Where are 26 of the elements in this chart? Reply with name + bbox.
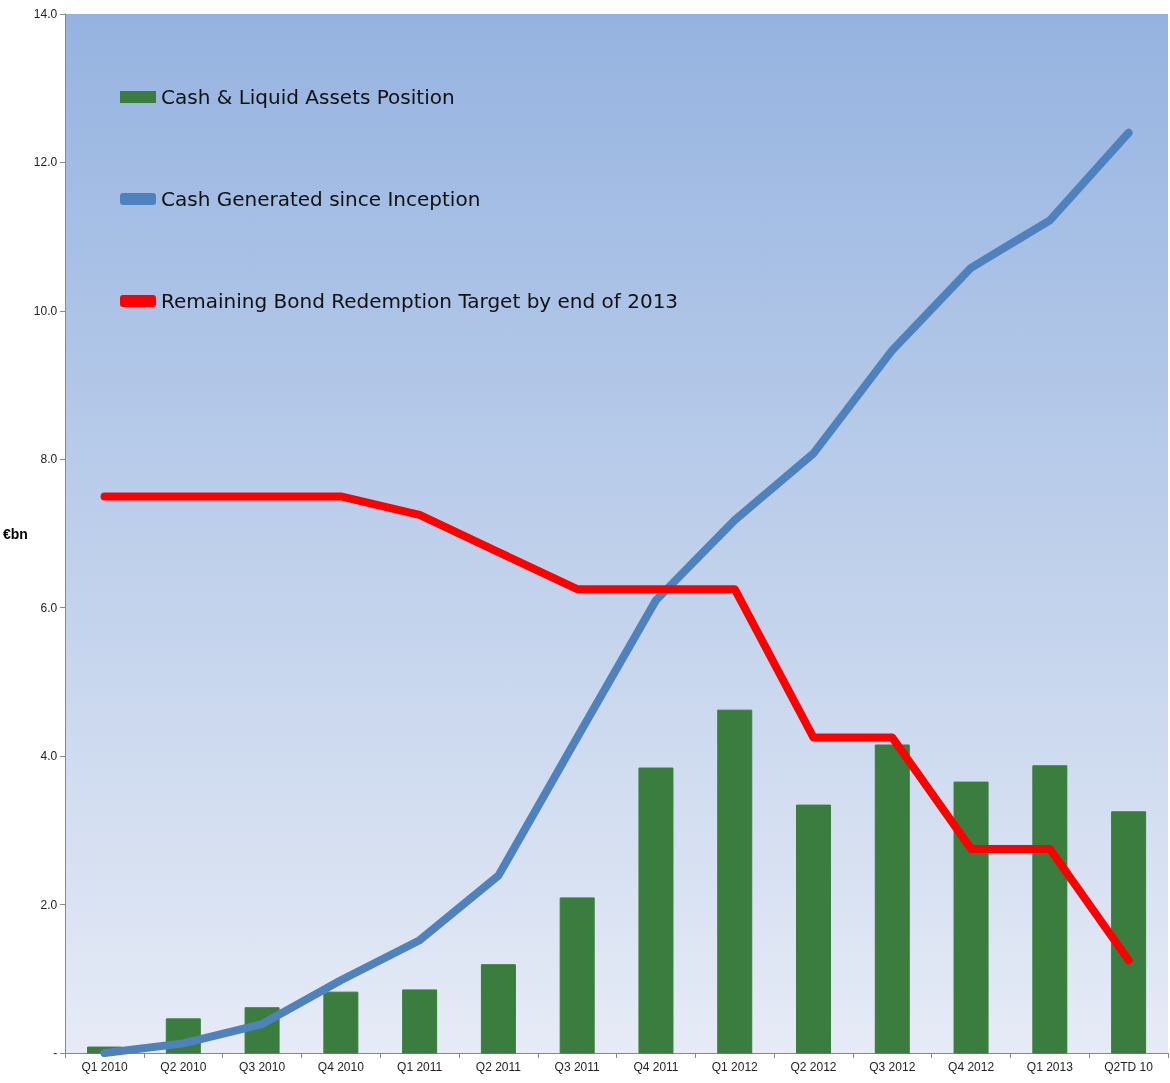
x-tick-label: Q2 2010 xyxy=(160,1060,207,1074)
x-tick-label: Q1 2010 xyxy=(81,1060,128,1074)
x-tick-label: Q3 2012 xyxy=(869,1060,916,1074)
x-tick-label: Q2TD 10 xyxy=(1104,1060,1154,1074)
y-tick-label: 6.0 xyxy=(40,600,58,615)
x-tick-label: Q4 2011 xyxy=(633,1060,679,1074)
y-tick-label: 10.0 xyxy=(33,303,58,318)
x-tick-label: Q2 2011 xyxy=(475,1060,522,1074)
y-tick-label: 8.0 xyxy=(40,452,58,467)
x-tick-label: Q1 2011 xyxy=(397,1060,443,1074)
y-tick-label: 4.0 xyxy=(40,749,58,764)
legend-label: Cash Generated since Inception xyxy=(161,187,481,211)
x-tick-label: Q4 2010 xyxy=(317,1060,365,1074)
x-tick-label: Q1 2012 xyxy=(711,1060,759,1074)
x-tick-label: Q4 2012 xyxy=(948,1060,995,1074)
legend-label: Remaining Bond Redemption Target by end of 2013 xyxy=(161,289,679,313)
y-tick-label: 14.0 xyxy=(33,7,58,21)
y-tick-label: 2.0 xyxy=(40,897,58,912)
legend-label: Cash & Liquid Assets Position xyxy=(161,85,455,109)
x-tick-label: Q3 2010 xyxy=(239,1060,286,1074)
x-tick-label: Q3 2011 xyxy=(554,1060,601,1074)
y-tick-label: 12.0 xyxy=(33,155,58,170)
x-tick-label: Q1 2013 xyxy=(1026,1060,1074,1074)
x-tick-label: Q2 2012 xyxy=(790,1060,837,1074)
y-axis-title: €bn xyxy=(3,525,28,542)
y-tick-label: - xyxy=(53,1046,58,1060)
